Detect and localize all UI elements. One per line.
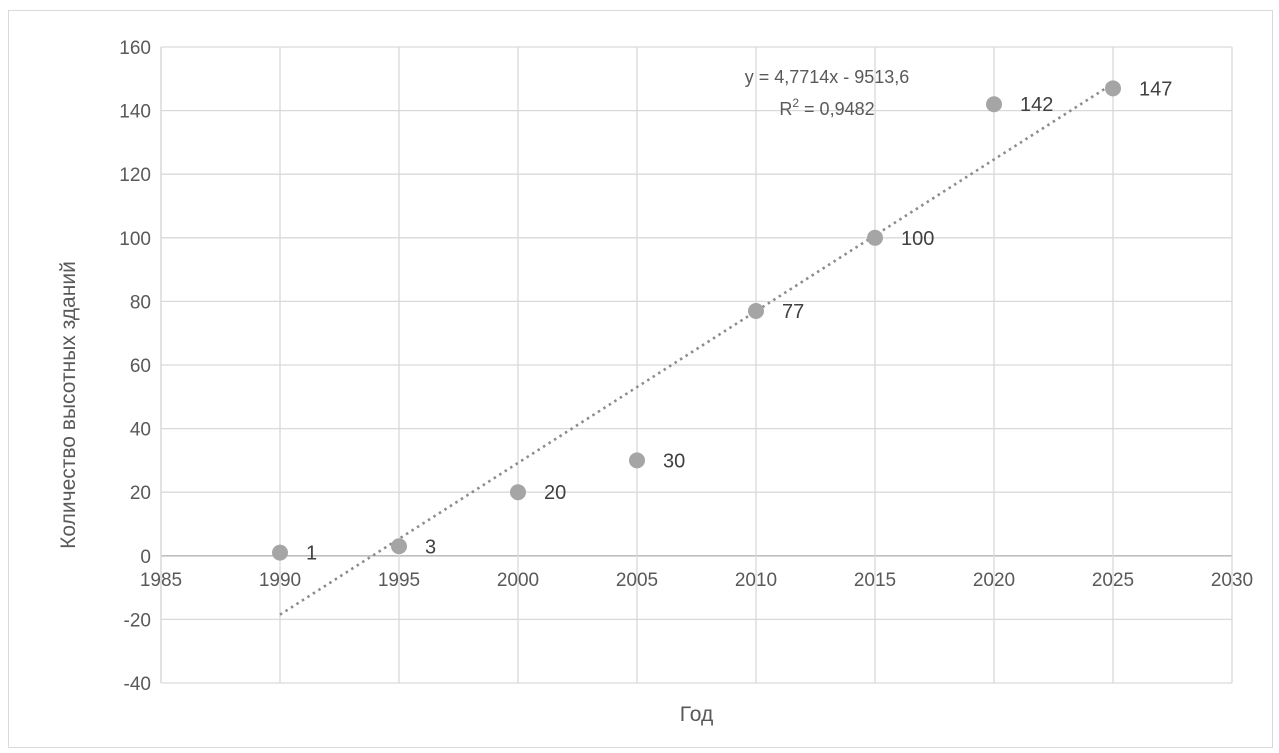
trendline-layer (279, 82, 1114, 616)
data-point (867, 229, 883, 246)
x-tick-label: 2025 (1092, 570, 1134, 591)
y-tick-label: 100 (119, 229, 151, 250)
trendline-equation: y = 4,7714x - 9513,6 (745, 67, 910, 87)
y-axis-title: Количество высотных зданий (57, 261, 80, 549)
trendline (279, 82, 1114, 616)
x-tick-label: 2000 (497, 570, 539, 591)
data-label: 100 (901, 228, 934, 250)
y-tick-label: 60 (130, 356, 151, 377)
x-tick-label: 2020 (973, 570, 1015, 591)
x-tick-label: 2030 (1211, 570, 1253, 591)
data-label: 30 (663, 450, 685, 472)
y-tick-label: 20 (130, 483, 151, 504)
points-layer (272, 80, 1121, 561)
y-tick-label: 160 (119, 38, 151, 59)
y-tick-label: -40 (124, 674, 151, 695)
data-point (986, 96, 1002, 113)
y-tick-label: 40 (130, 420, 151, 441)
data-point (748, 302, 764, 319)
data-label: 77 (782, 301, 804, 323)
r2-prefix: R (779, 99, 792, 119)
data-point (391, 538, 407, 555)
data-label: 142 (1020, 94, 1053, 116)
r2-value: = 0,9482 (799, 99, 875, 119)
data-label: 20 (544, 482, 566, 504)
data-point (272, 544, 288, 561)
x-tick-label: 2015 (854, 570, 896, 591)
data-point (1105, 80, 1121, 97)
x-tick-label: 1995 (378, 570, 420, 591)
data-label: 147 (1139, 78, 1172, 100)
data-label: 3 (425, 536, 436, 558)
trendline-r-squared: R2 = 0,9482 (779, 96, 874, 119)
data-point (510, 484, 526, 501)
data-label: 1 (306, 543, 317, 565)
y-tick-label: 120 (119, 165, 151, 186)
y-tick-label: -20 (124, 610, 151, 631)
r2-superscript: 2 (792, 96, 799, 110)
data-point (629, 452, 645, 469)
x-tick-label: 2010 (735, 570, 777, 591)
gridlines (160, 46, 1233, 684)
x-tick-label: 1990 (259, 570, 301, 591)
x-axis-title: Год (680, 703, 713, 726)
y-tick-label: 140 (119, 102, 151, 123)
x-tick-label: 1985 (140, 570, 182, 591)
y-tick-label: 80 (130, 292, 151, 313)
chart-frame: 1 3 20 30 77 100 142 147 -40 -20 0 20 40 60 80 100 120 1… (8, 10, 1273, 748)
y-tick-label: 0 (140, 547, 151, 568)
data-labels-layer: 1 3 20 30 77 100 142 147 (306, 78, 1172, 564)
x-tick-label: 2005 (616, 570, 658, 591)
